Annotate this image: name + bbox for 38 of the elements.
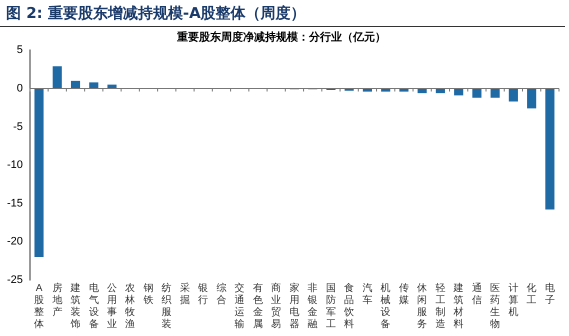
x-tick-label: 汽车	[362, 282, 372, 306]
x-tick-label: 国防军工	[326, 282, 336, 330]
x-tick-label: 通信	[472, 282, 482, 306]
y-tick-label: -5	[13, 120, 23, 133]
y-tick-label: -20	[6, 236, 23, 248]
x-tick-label: 非银金融	[306, 282, 318, 330]
x-tick-label: 综合	[216, 282, 226, 306]
x-tick-label: 休闲服务	[417, 282, 428, 330]
x-tick-label: 化工	[526, 282, 537, 306]
x-tick-label: 纺织服装	[162, 282, 172, 330]
x-tick-label: 建筑装饰	[70, 282, 81, 330]
chart-subtitle: 重要股东周度净减持规模：分行业（亿元）	[176, 30, 386, 44]
y-tick-label: 0	[16, 82, 23, 95]
x-tick-label: 采掘	[180, 282, 190, 306]
y-tick-label: -15	[6, 197, 23, 210]
x-tick-label: 钢铁	[142, 282, 154, 306]
y-tick-label: -25	[6, 274, 23, 286]
x-tick-label: 电子	[544, 282, 555, 306]
x-tick-label: 食品饮料	[343, 282, 354, 330]
y-tick-label: 5	[16, 44, 23, 56]
x-tick-label: 医药生物	[490, 282, 500, 330]
x-tick-label: 公用事业	[107, 282, 117, 330]
chart-title: 图 2: 重要股东增减持规模-A股整体（周度）	[0, 0, 565, 27]
x-tick-label: 家用电器	[289, 282, 300, 330]
y-tick-label: -10	[6, 159, 23, 172]
x-tick-label: 商业贸易	[271, 282, 282, 330]
x-tick-label: 机械设备	[380, 282, 391, 330]
x-tick-label: 建筑材料	[452, 282, 464, 330]
x-tick-label: 电气设备	[88, 282, 99, 330]
x-tick-label: 轻工制造	[435, 282, 446, 330]
x-tick-label: A股整体	[34, 282, 44, 330]
x-tick-label: 房地产	[51, 282, 62, 318]
x-tick-label: 计算机	[508, 282, 518, 318]
x-tick-label: 银行	[197, 282, 208, 306]
x-tick-label: 农林牧渔	[124, 282, 136, 330]
x-tick-label: 传媒	[398, 282, 409, 306]
x-tick-label: 交通运输	[234, 282, 245, 330]
x-tick-label: 有色金属	[252, 282, 263, 330]
